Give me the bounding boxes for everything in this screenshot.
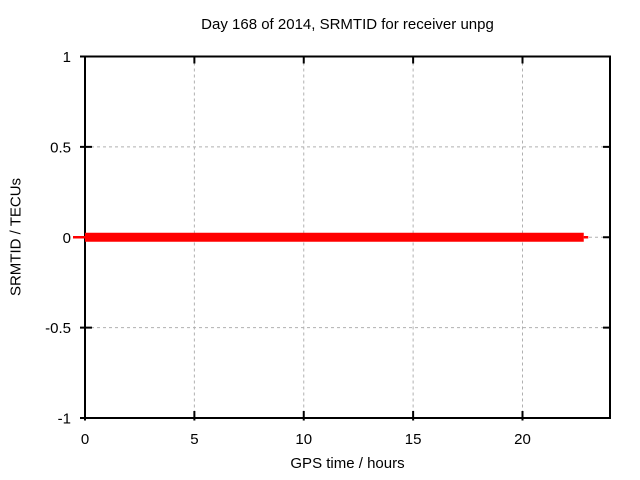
y-tick-label--1: -1 bbox=[58, 411, 71, 428]
chart-title: Day 168 of 2014, SRMTID for receiver unp… bbox=[201, 16, 494, 33]
x-tick-label-15: 15 bbox=[405, 431, 422, 448]
y-tick-label-0: 0 bbox=[63, 230, 71, 247]
x-tick-label-20: 20 bbox=[514, 431, 531, 448]
x-tick-label-5: 5 bbox=[190, 431, 198, 448]
y-tick-label-1: 1 bbox=[63, 49, 71, 66]
x-tick-label-0: 0 bbox=[81, 431, 89, 448]
y-tick-label--0.5: -0.5 bbox=[45, 320, 71, 337]
x-axis-label: GPS time / hours bbox=[290, 455, 405, 472]
y-tick-label-0.5: 0.5 bbox=[50, 139, 71, 156]
x-tick-label-10: 10 bbox=[295, 431, 312, 448]
